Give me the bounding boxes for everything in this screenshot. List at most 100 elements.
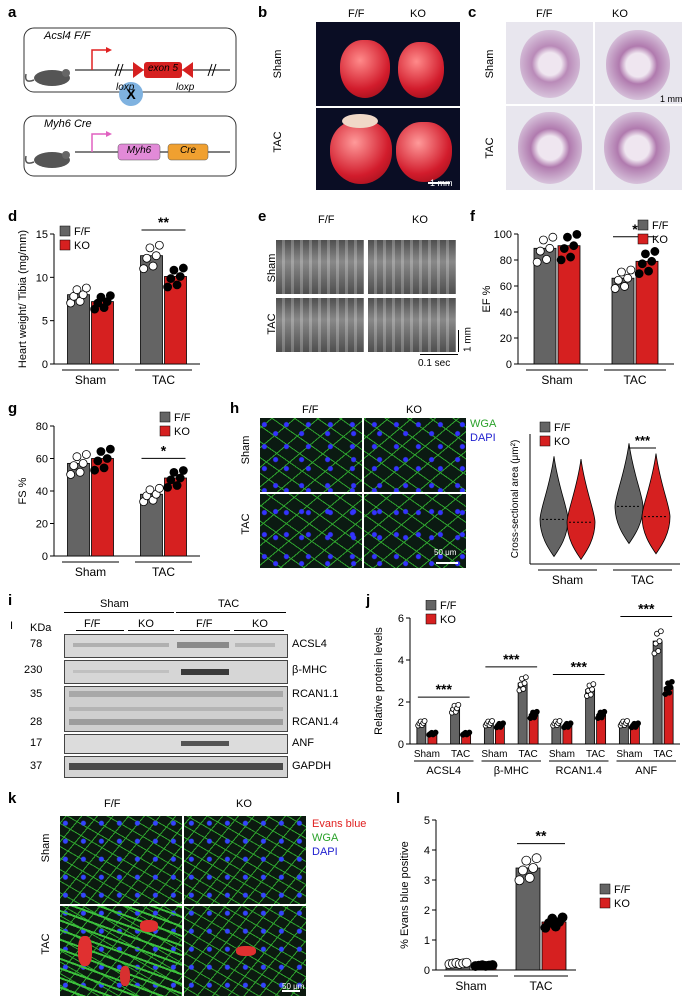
panel-i-label: i	[8, 592, 13, 609]
scale-bar-label: 50 μm	[434, 548, 457, 557]
data-point	[145, 243, 155, 253]
data-point	[175, 272, 185, 281]
data-point	[566, 252, 575, 262]
legend-swatch	[59, 239, 71, 251]
blot-anf	[64, 734, 288, 754]
bar	[652, 640, 663, 745]
panel-b-label: b	[258, 4, 268, 21]
data-point	[535, 246, 545, 256]
data-point	[563, 232, 572, 242]
panel-a-label: a	[8, 4, 17, 21]
lane-label: KO	[138, 618, 154, 630]
panel-k-label: k	[8, 790, 17, 807]
marker-label: 37	[30, 760, 43, 772]
legend-swatch	[599, 883, 611, 895]
data-point	[626, 265, 636, 275]
y-tick-label: 40	[500, 307, 512, 319]
loxp-label: loxp	[116, 82, 135, 93]
y-tick-label: 100	[494, 229, 512, 241]
data-point	[163, 482, 173, 492]
data-point	[589, 686, 595, 693]
data-point	[148, 261, 158, 271]
x-tick-label: TAC	[152, 373, 175, 387]
significance-label: *	[161, 442, 167, 458]
data-point	[647, 256, 657, 266]
data-point	[623, 273, 633, 283]
data-point	[154, 483, 164, 493]
y-tick-label: 2	[398, 697, 404, 709]
data-point	[637, 259, 647, 269]
data-point	[175, 473, 185, 483]
panel-d-label: d	[8, 208, 18, 225]
bar	[533, 247, 557, 365]
chart-evans-blue: 0 1 2 3 4 5 % Evans blue positive Sham TAC ** F/F K…	[399, 815, 631, 993]
legend-swatch	[425, 600, 437, 611]
row-sham-label: Sham	[40, 833, 52, 863]
bar	[140, 255, 163, 365]
x-tick-label: Sham	[552, 573, 583, 587]
y-tick-label: 0	[506, 359, 512, 371]
column-ff-label: F/F	[104, 798, 121, 810]
data-point	[81, 283, 91, 293]
significance-label: ***	[571, 658, 588, 674]
panel-f-label: f	[470, 208, 475, 225]
lane-label: F/F	[84, 618, 101, 630]
mouse-icon	[24, 151, 70, 168]
y-axis-title: EF %	[481, 285, 493, 312]
lane-label: F/F	[196, 618, 213, 630]
western-mark: I	[10, 620, 14, 632]
genetic-construct-diagram	[23, 27, 237, 177]
x-tick-label: Sham	[541, 373, 572, 387]
y-tick-label: 80	[36, 421, 48, 433]
data-point	[532, 257, 542, 267]
y-tick-label: 40	[36, 486, 48, 498]
data-point	[93, 456, 103, 466]
data-point	[668, 678, 675, 685]
legend-swatch	[599, 897, 611, 909]
dapi-stain-label: DAPI	[312, 846, 338, 858]
x-tick-label: TAC	[152, 565, 175, 579]
y-tick-label: 15	[36, 229, 48, 241]
data-point	[590, 681, 597, 688]
protein-label: RCAN1.1	[292, 688, 339, 700]
data-point	[466, 729, 473, 736]
x-tick-label: TAC	[631, 573, 654, 587]
legend-swatch	[539, 421, 551, 433]
bar	[140, 493, 163, 557]
data-point	[667, 684, 674, 691]
data-point	[655, 648, 662, 654]
legend-label: F/F	[652, 220, 669, 232]
bar	[67, 294, 90, 365]
y-tick-label: 0	[42, 551, 48, 563]
y-tick-label: 0	[42, 359, 48, 371]
marker-label: 28	[30, 716, 43, 728]
x-subgroup-label: Sham	[414, 749, 440, 760]
data-point	[432, 729, 439, 736]
panel-c-label: c	[468, 4, 477, 21]
x-tick-label: β-MHC	[494, 765, 529, 777]
data-point	[139, 264, 149, 274]
data-point	[105, 291, 115, 301]
y-tick-label: 10	[36, 272, 48, 284]
data-point	[421, 718, 428, 724]
data-point	[557, 912, 568, 923]
data-point	[569, 241, 579, 251]
panel-h-label: h	[230, 400, 240, 417]
loxp-label: loxp	[176, 82, 195, 93]
data-point	[461, 957, 472, 968]
chart-fs: 0 20 40 60 80 FS % Sham TAC * F/F KO	[17, 411, 200, 579]
y-tick-label: 60	[500, 281, 512, 293]
y-tick-label: 0	[424, 965, 430, 977]
data-point	[587, 691, 594, 698]
legend-label: F/F	[74, 226, 91, 238]
chart-ef: 0 20 40 60 80 100 EF % Sham TAC * F/F KO	[481, 219, 674, 387]
legend-label: KO	[614, 898, 630, 910]
significance-label: ***	[635, 433, 651, 448]
data-point	[69, 461, 79, 470]
bar	[67, 462, 90, 557]
x-subgroup-label: TAC	[586, 749, 605, 760]
legend-label: KO	[440, 614, 456, 626]
data-point	[514, 875, 525, 886]
bar	[557, 245, 581, 365]
data-point	[102, 454, 112, 463]
